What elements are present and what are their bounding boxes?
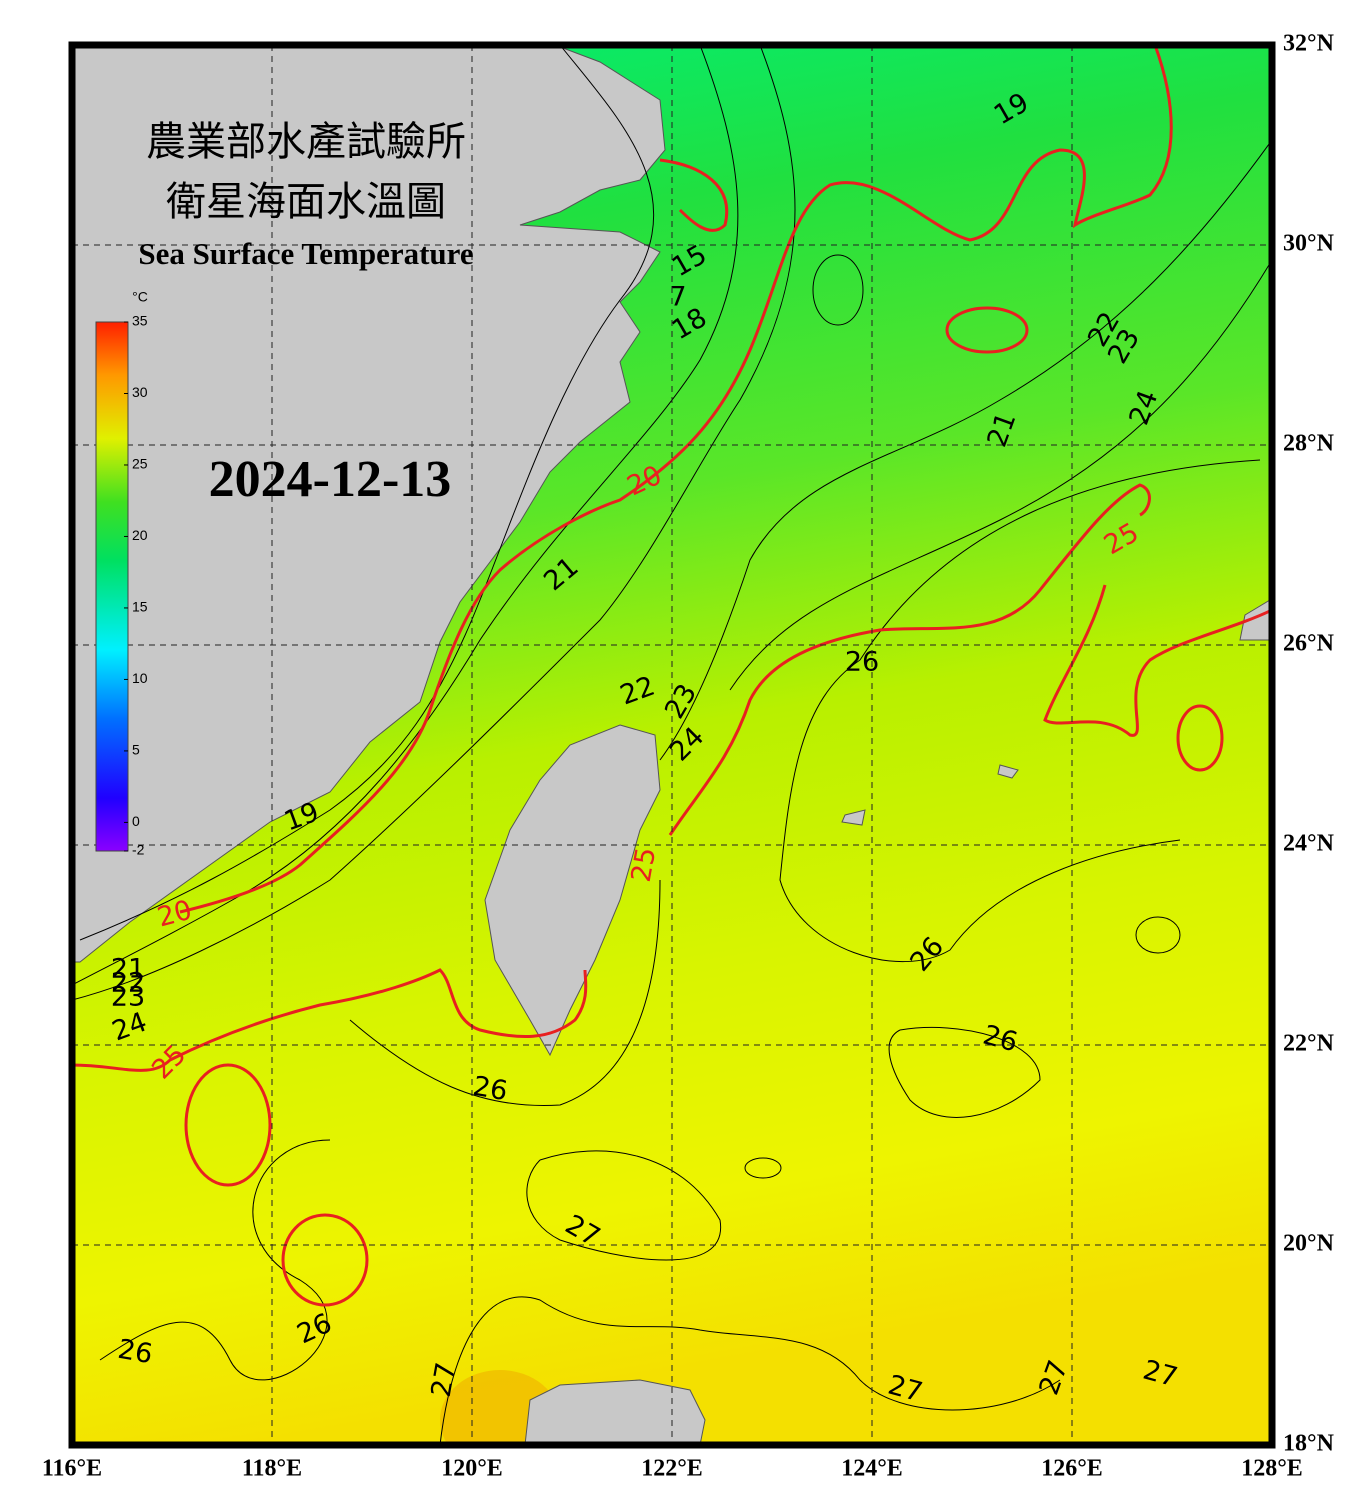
contour-label: 27 (426, 1360, 462, 1399)
colorbar-tick-label: 5 (132, 742, 140, 758)
colorbar-tick-label: 10 (132, 670, 148, 686)
colorbar-tick-label: 0 (132, 813, 140, 829)
colorbar-unit: °C (132, 289, 148, 305)
lon-tick-label: 128°E (1241, 1456, 1303, 1482)
lon-tick-label: 118°E (242, 1456, 302, 1482)
lat-tick-label: 22°N (1283, 1031, 1335, 1057)
contour-label: 26 (845, 647, 879, 678)
isotherms (72, 45, 1272, 1445)
lon-tick-label: 124°E (841, 1456, 903, 1482)
lat-tick-label: 18°N (1283, 1431, 1335, 1457)
colorbar-tick-label: 30 (132, 384, 148, 400)
title-zh-1: 農業部水產試驗所 (146, 119, 466, 165)
colorbar-tick-label: 15 (132, 599, 148, 615)
lon-tick-label: 126°E (1041, 1456, 1103, 1482)
land-taiwan (484, 724, 661, 1057)
lon-tick-label: 122°E (641, 1456, 703, 1482)
contour-label: 26 (116, 1334, 155, 1370)
map-frame (68, 41, 1276, 1449)
colorbar-tick-label: 35 (132, 313, 148, 329)
contour-label: 26 (471, 1071, 510, 1107)
lat-tick-label: 24°N (1283, 831, 1335, 857)
lat-tick-label: 20°N (1283, 1231, 1335, 1257)
title-zh-2: 衛星海面水溫圖 (166, 179, 446, 225)
highlight-isotherms (72, 45, 1272, 1307)
lat-tick-label: 32°N (1283, 31, 1335, 57)
lon-tick-label: 116°E (42, 1456, 102, 1482)
contour-label: 25 (626, 845, 662, 884)
land-china (72, 45, 666, 963)
lat-tick-label: 30°N (1283, 231, 1335, 257)
land-island (997, 764, 1019, 779)
colorbar-tick-label: 25 (132, 456, 148, 472)
colorbar-tick-label: -2 (132, 842, 145, 858)
date: 2024-12-13 (209, 451, 452, 508)
land-island (1239, 599, 1272, 641)
title-en: Sea Surface Temperature (138, 236, 473, 271)
contour-label: 7 (669, 282, 686, 313)
lat-tick-label: 28°N (1283, 431, 1335, 457)
lat-tick-label: 26°N (1283, 631, 1335, 657)
lon-tick-label: 120°E (441, 1456, 503, 1482)
colorbar-tick-label: 20 (132, 527, 148, 543)
contour-label: 22 (111, 968, 145, 999)
land-luzon (524, 1379, 706, 1445)
colorbar (95, 321, 129, 852)
land-island (841, 809, 866, 826)
contour-label: 23 (111, 982, 145, 1013)
contour-label: 21 (111, 954, 145, 985)
